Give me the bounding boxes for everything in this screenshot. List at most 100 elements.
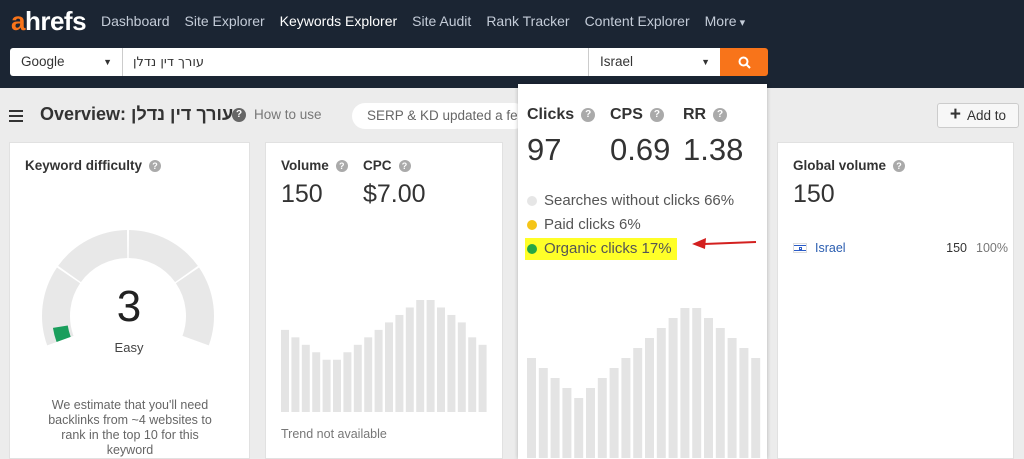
top-navigation-bar: ahrefs Dashboard Site Explorer Keywords Ex… bbox=[0, 0, 1024, 88]
legend-dot bbox=[527, 219, 537, 230]
trend-bar bbox=[621, 358, 631, 458]
serp-kd-notice: SERP & KD updated a fe bbox=[352, 103, 527, 129]
nav-item-rank-tracker[interactable]: Rank Tracker bbox=[486, 13, 570, 29]
trend-bar bbox=[645, 338, 654, 458]
global-volume-card bbox=[777, 142, 1014, 459]
cps-label: CPS? bbox=[610, 106, 664, 124]
gauge-segment bbox=[128, 230, 198, 283]
cpc-value: $7.00 bbox=[363, 180, 426, 208]
country-volume-row: Israel 150 100% bbox=[793, 241, 1008, 255]
rr-label: RR? bbox=[683, 106, 728, 124]
ahrefs-logo[interactable]: ahrefs bbox=[11, 6, 87, 36]
help-icon[interactable]: ? bbox=[713, 108, 728, 122]
trend-bar bbox=[437, 307, 445, 412]
trend-bar bbox=[562, 388, 572, 458]
trend-bar bbox=[739, 348, 749, 458]
kd-label: Keyword difficulty? bbox=[25, 158, 162, 173]
cps-value: 0.69 bbox=[610, 132, 671, 167]
help-icon[interactable]: ? bbox=[398, 159, 411, 172]
trend-bar bbox=[374, 329, 383, 412]
nav-item-more[interactable]: More bbox=[705, 13, 745, 29]
trend-bar bbox=[574, 398, 584, 458]
help-icon[interactable]: ? bbox=[649, 108, 664, 122]
question-icon: ? bbox=[232, 107, 246, 122]
dropdown-caret-icon: ▼ bbox=[701, 57, 710, 67]
trend-bar bbox=[527, 358, 536, 458]
country-share: 100% bbox=[976, 241, 1008, 255]
search-bar: Google▼ Israel▼ bbox=[10, 48, 768, 76]
trend-bar bbox=[609, 368, 619, 458]
gauge-segment bbox=[41, 267, 81, 346]
trend-bar bbox=[633, 348, 643, 458]
trend-bar bbox=[457, 322, 466, 412]
trend-not-available: Trend not available bbox=[281, 427, 387, 441]
clicks-label: Clicks? bbox=[527, 106, 596, 124]
kd-level: Easy bbox=[114, 340, 144, 355]
add-to-list-button[interactable]: + Add to bbox=[937, 103, 1019, 128]
global-volume-value: 150 bbox=[793, 180, 835, 208]
country-select[interactable]: Israel ▼ bbox=[588, 48, 720, 76]
trend-bar bbox=[395, 314, 404, 412]
trend-bar bbox=[385, 322, 393, 412]
search-icon bbox=[738, 56, 751, 69]
trend-bar bbox=[291, 337, 300, 412]
gauge-segment bbox=[58, 230, 128, 283]
country-volume: 150 bbox=[946, 241, 968, 255]
rr-value: 1.38 bbox=[683, 132, 744, 167]
search-button[interactable] bbox=[720, 48, 768, 76]
volume-trend-chart bbox=[281, 300, 487, 412]
trend-bar bbox=[692, 308, 702, 458]
trend-bar bbox=[301, 344, 310, 412]
page-title: Overview: עורך דין נדלן bbox=[40, 104, 234, 124]
nav-item-site-audit[interactable]: Site Audit bbox=[412, 13, 472, 29]
help-icon[interactable]: ? bbox=[893, 159, 906, 172]
trend-bar bbox=[586, 388, 595, 458]
trend-bar bbox=[353, 344, 362, 412]
trend-bar bbox=[680, 308, 690, 458]
trend-bar bbox=[538, 368, 548, 458]
kd-note: We estimate that you'll need backlinks f… bbox=[48, 398, 212, 457]
trend-bar bbox=[333, 359, 341, 412]
cpc-label: CPC? bbox=[363, 158, 411, 173]
help-icon[interactable]: ? bbox=[581, 108, 596, 122]
legend-dot bbox=[527, 195, 537, 206]
trend-bar bbox=[416, 300, 425, 412]
search-engine-select[interactable]: Google ▼ bbox=[10, 48, 123, 76]
how-to-use-link[interactable]: ? How to use bbox=[232, 107, 322, 122]
nav-item-site-explorer[interactable]: Site Explorer bbox=[184, 13, 265, 29]
menu-icon[interactable] bbox=[9, 110, 23, 122]
clicks-popup: Clicks? CPS? RR? 97 0.69 1.38 Searches w… bbox=[518, 84, 767, 459]
help-icon[interactable]: ? bbox=[149, 159, 162, 172]
gauge-segment bbox=[175, 267, 214, 346]
nav-item-content-explorer[interactable]: Content Explorer bbox=[584, 13, 690, 29]
trend-bar bbox=[405, 307, 414, 412]
clicks-value: 97 bbox=[527, 132, 562, 167]
legend-organic-clicks: Organic clicks 17% bbox=[525, 238, 677, 260]
plus-icon: + bbox=[949, 104, 962, 125]
gauge-fill bbox=[52, 325, 71, 342]
country-link[interactable]: Israel bbox=[815, 241, 846, 255]
trend-bar bbox=[478, 344, 487, 412]
keyword-input[interactable] bbox=[123, 48, 588, 76]
trend-bar bbox=[426, 300, 435, 412]
trend-bar bbox=[468, 337, 477, 412]
kd-gauge bbox=[41, 230, 214, 346]
nav-item-dashboard[interactable]: Dashboard bbox=[101, 13, 170, 29]
global-volume-label: Global volume? bbox=[793, 158, 906, 173]
trend-bar bbox=[715, 328, 725, 458]
trend-bar bbox=[597, 378, 607, 458]
trend-bar bbox=[751, 358, 761, 458]
nav-item-keywords-explorer[interactable]: Keywords Explorer bbox=[279, 13, 398, 29]
israel-flag-icon bbox=[793, 243, 807, 253]
trend-bar bbox=[312, 352, 321, 412]
trend-bar bbox=[704, 318, 713, 458]
trend-bar bbox=[364, 337, 373, 412]
help-icon[interactable]: ? bbox=[335, 159, 348, 172]
trend-bar bbox=[343, 352, 352, 412]
legend-searches-without-clicks: Searches without clicks 66% bbox=[527, 192, 734, 209]
legend-paid-clicks: Paid clicks 6% bbox=[527, 216, 641, 233]
dropdown-caret-icon: ▼ bbox=[103, 57, 112, 67]
kd-value: 3 bbox=[116, 282, 142, 331]
volume-value: 150 bbox=[281, 180, 323, 208]
red-arrow-annotation bbox=[692, 238, 757, 249]
